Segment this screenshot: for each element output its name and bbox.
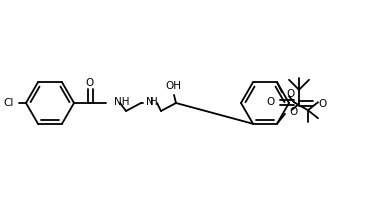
Text: O: O: [286, 89, 294, 99]
Text: O: O: [86, 78, 94, 88]
Text: H: H: [150, 97, 158, 107]
Text: N: N: [146, 97, 154, 107]
Text: OH: OH: [165, 81, 181, 91]
Text: Cl: Cl: [4, 98, 14, 108]
Text: O: O: [289, 107, 297, 117]
Text: O: O: [318, 99, 326, 109]
Text: O: O: [267, 97, 275, 107]
Text: NH: NH: [114, 97, 130, 107]
